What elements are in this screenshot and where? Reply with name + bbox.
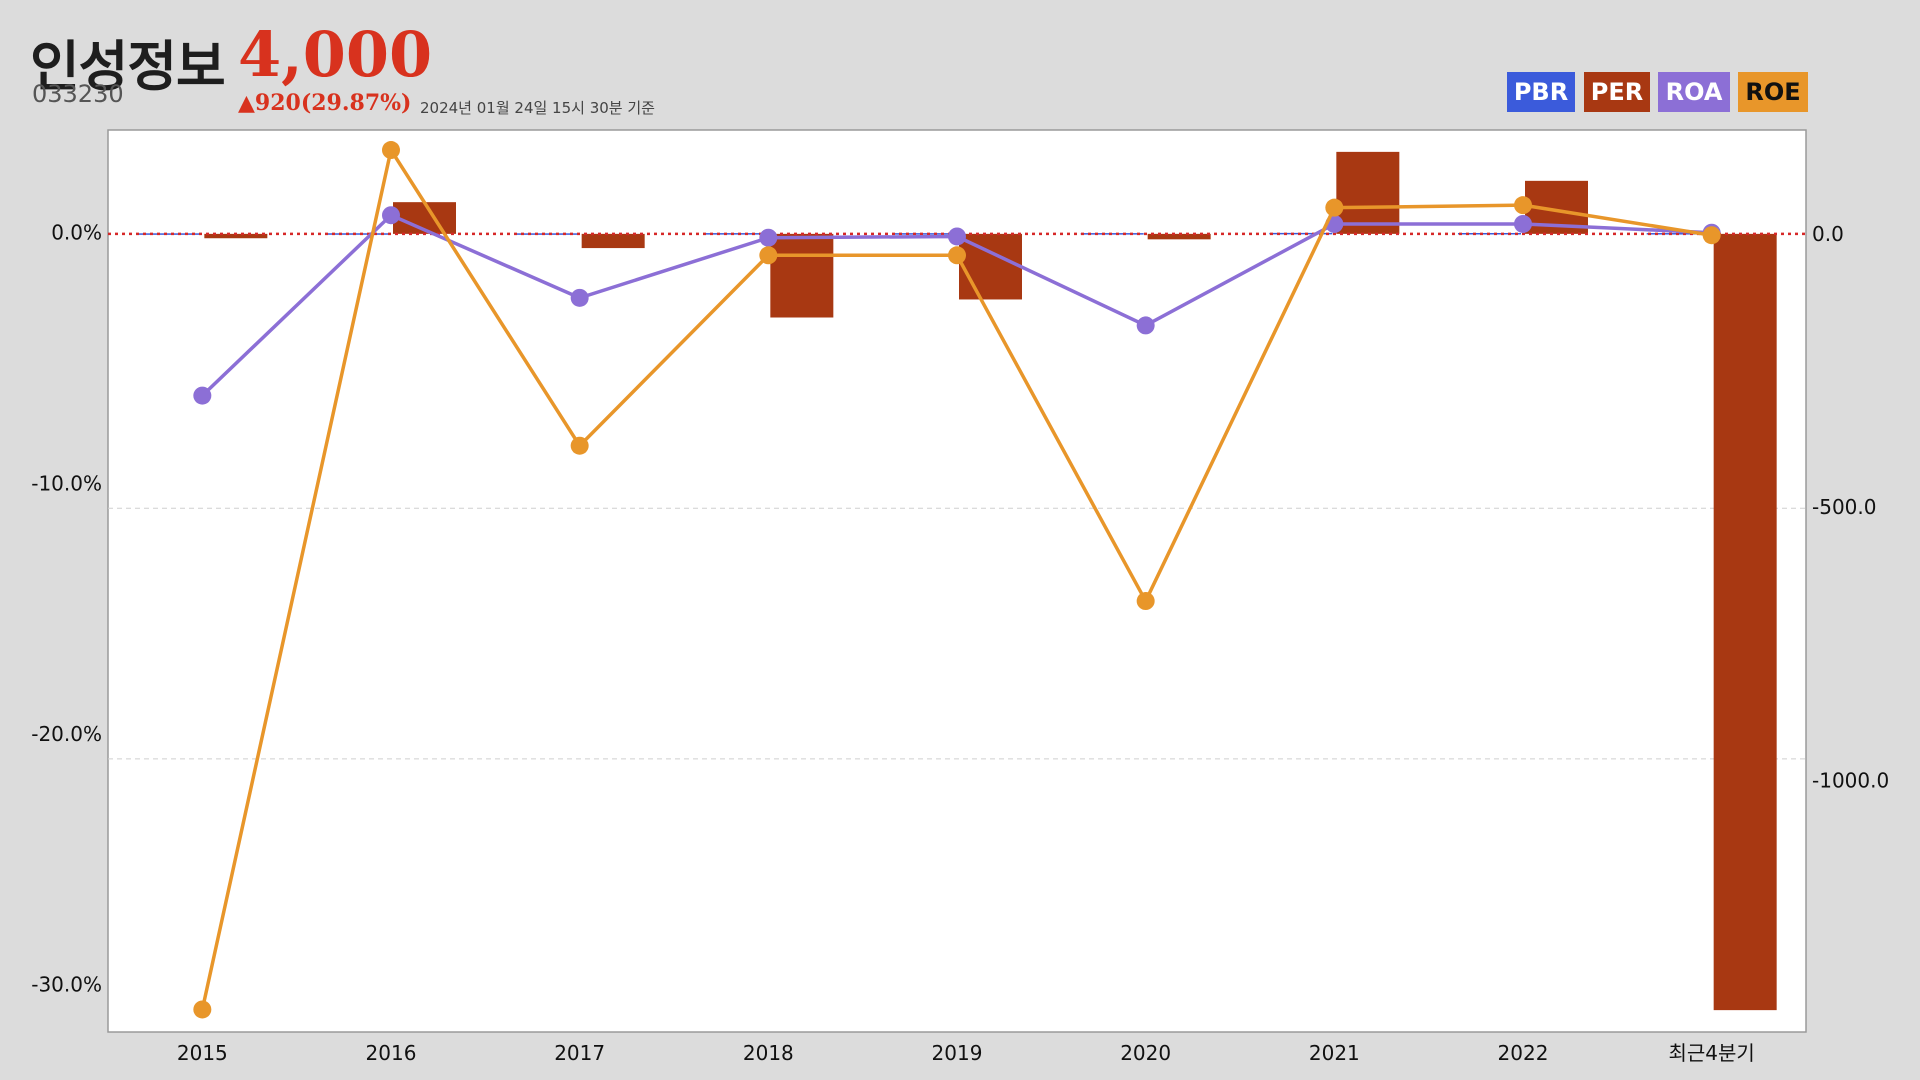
x-tick-label: 2020 [1120, 1041, 1171, 1065]
point-roa [570, 288, 589, 307]
company-name: 인성정보 [30, 35, 226, 98]
point-roe [382, 141, 400, 160]
point-roa [382, 206, 400, 225]
x-tick-label: 2022 [1498, 1041, 1549, 1065]
point-roa [759, 228, 778, 247]
right-tick-label: -1000.0 [1812, 769, 1889, 793]
bar-pbr [892, 233, 955, 235]
bar-per [204, 233, 268, 239]
x-tick-label: 2019 [932, 1041, 983, 1065]
bar-per [1336, 151, 1400, 234]
header: 인성정보 4,000 033230 ▲920(29.87%) 2024년 01월… [0, 0, 1920, 130]
left-tick-label: -10.0% [31, 471, 102, 495]
legend-item-per[interactable]: PER [1584, 72, 1650, 112]
point-roa [1136, 316, 1155, 335]
point-roe [570, 436, 589, 455]
x-tick-label: 2016 [366, 1041, 417, 1065]
point-roe [1702, 226, 1721, 245]
stock-price: 4,000 [238, 18, 433, 91]
point-roe [1325, 198, 1344, 217]
point-roe [193, 1000, 212, 1019]
left-tick-label: 0.0% [51, 221, 102, 245]
x-tick-label: 최근4분기 [1669, 1041, 1755, 1065]
timestamp: 2024년 01월 24일 15시 30분 기준 [420, 99, 655, 117]
bar-per [581, 233, 645, 249]
bar-per [770, 233, 834, 318]
x-tick-label: 2018 [743, 1041, 794, 1065]
x-tick-label: 2017 [554, 1041, 605, 1065]
legend-item-roe[interactable]: ROE [1738, 72, 1808, 112]
point-roe [1514, 196, 1532, 215]
point-roe [1136, 592, 1155, 611]
right-tick-label: 0.0 [1812, 222, 1844, 246]
price-change: ▲920(29.87%) [238, 90, 412, 116]
right-tick-label: -500.0 [1812, 495, 1876, 519]
bar-per [1713, 233, 1777, 1011]
x-tick-label: 2015 [177, 1041, 228, 1065]
plot-area [107, 129, 1807, 1033]
bar-pbr [326, 233, 389, 235]
stock-code: 033230 [32, 80, 124, 108]
left-tick-label: -20.0% [31, 722, 102, 746]
legend-item-roa[interactable]: ROA [1658, 72, 1730, 112]
point-roa [948, 227, 966, 246]
bar-per [959, 233, 1022, 300]
left-tick-label: -30.0% [31, 972, 102, 996]
point-roe [948, 246, 966, 265]
bar-pbr [137, 233, 201, 235]
point-roa [1514, 214, 1532, 233]
bar-pbr [703, 233, 767, 235]
legend-item-pbr[interactable]: PBR [1507, 72, 1575, 112]
point-roe [759, 246, 778, 265]
bar-pbr [514, 233, 578, 235]
point-roa [193, 386, 212, 405]
bar-per [1147, 233, 1211, 240]
x-tick-label: 2021 [1309, 1041, 1360, 1065]
bar-pbr [1080, 233, 1144, 235]
